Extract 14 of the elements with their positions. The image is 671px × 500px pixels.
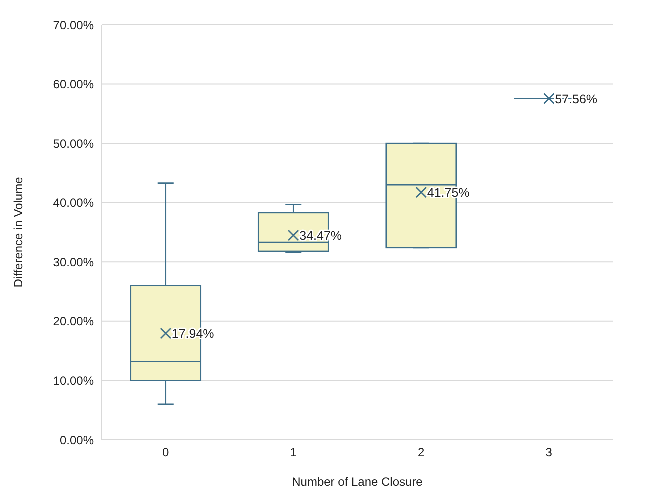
y-axis-title: Difference in Volume: [11, 176, 26, 288]
x-tick-label: 0: [162, 446, 170, 460]
y-tick-label: 70.00%: [53, 18, 94, 32]
y-tick-label: 0.00%: [60, 433, 94, 448]
y-tick-label: 20.00%: [53, 314, 94, 329]
y-tick-label: 40.00%: [53, 196, 94, 210]
x-axis-title: Number of Lane Closure: [292, 475, 424, 489]
x-tick-label: 2: [418, 446, 426, 460]
y-tick-label: 60.00%: [53, 78, 94, 92]
y-tick-label: 50.00%: [53, 136, 94, 151]
x-tick-label: 1: [290, 446, 298, 460]
y-tick-label: 30.00%: [53, 255, 94, 270]
x-tick-label: 3: [546, 446, 553, 460]
y-tick-label: 10.00%: [53, 374, 94, 388]
